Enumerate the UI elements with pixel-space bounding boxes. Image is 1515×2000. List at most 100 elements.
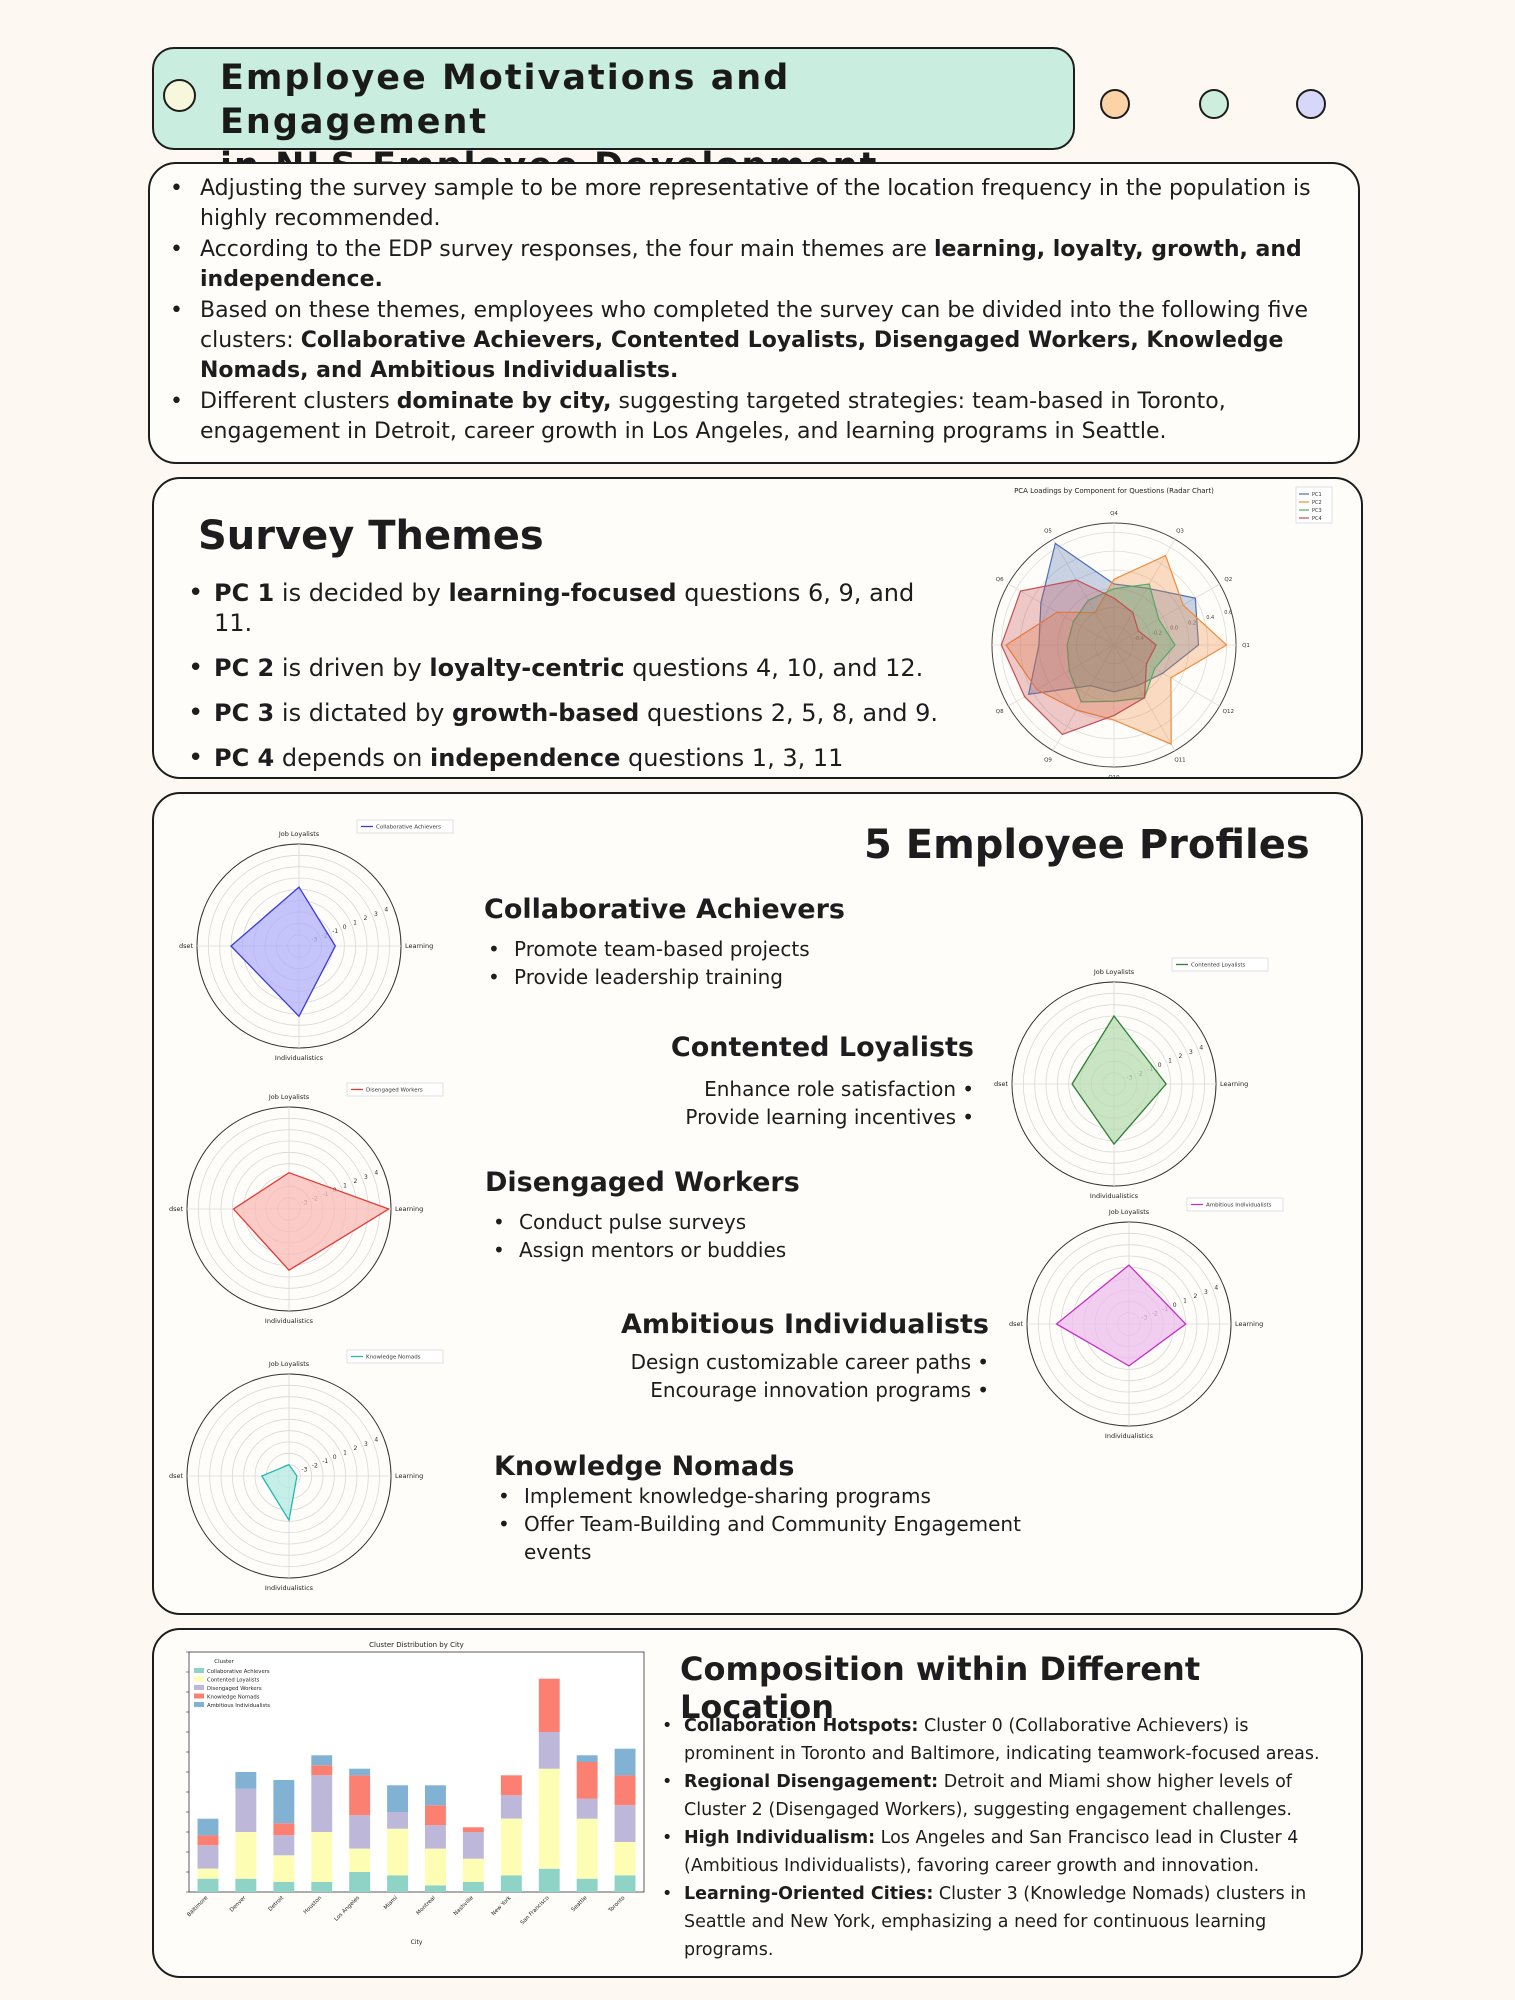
profile-bullet: Conduct pulse surveys xyxy=(489,1208,905,1236)
axis-label-right: Learning xyxy=(1220,1080,1248,1088)
bar-segment xyxy=(311,1775,333,1832)
legend-swatch xyxy=(194,1693,204,1699)
radar-tick-label: -3 xyxy=(301,1467,307,1474)
bar-segment xyxy=(576,1878,598,1892)
bar-segment xyxy=(197,1818,219,1836)
legend-box xyxy=(346,1349,444,1364)
axis-label-top: Job Loyalists xyxy=(1108,1208,1150,1216)
profile-bullets: Design customizable career paths Encoura… xyxy=(534,1348,989,1404)
profile-name: Disengaged Workers xyxy=(485,1167,800,1198)
chart-legend: Cluster Collaborative Achievers Contented … xyxy=(194,1659,270,1709)
bar-segment xyxy=(349,1815,371,1849)
text-run: questions 1, 3, 11 xyxy=(620,744,844,772)
profiles-title: 5 Employee Profiles xyxy=(864,822,1310,868)
bar-segment xyxy=(500,1775,522,1796)
legend-box xyxy=(1171,957,1269,972)
radar-tick-label: 4 xyxy=(384,907,388,914)
radar-tick-label: 2 xyxy=(354,1178,358,1185)
radar-tick-label: 4 xyxy=(1214,1285,1218,1292)
chart-legend: Disengaged Workers xyxy=(346,1082,444,1097)
radar-axis-label: Q1 xyxy=(1242,643,1250,649)
legend-label: Ambitious Individualists xyxy=(207,1703,270,1709)
bar-segment xyxy=(235,1832,257,1879)
profile-bullet: Offer Team-Building and Community Engage… xyxy=(494,1510,1084,1566)
profile-bullet: Provide learning incentives xyxy=(534,1103,974,1131)
intro-card: Adjusting the survey sample to be more r… xyxy=(148,162,1360,464)
radar-axis-label: Q9 xyxy=(1044,757,1052,763)
x-tick-label: San Francisco xyxy=(520,1895,551,1926)
intro-bullet: Different clusters dominate by city, sug… xyxy=(160,387,1350,447)
bar-segment xyxy=(197,1845,219,1869)
radar-tick-label: 1 xyxy=(353,919,357,926)
bold-text: PC 2 xyxy=(214,654,275,682)
title-banner xyxy=(152,47,1075,150)
legend-label: PC3 xyxy=(1312,508,1322,514)
x-tick-label: New York xyxy=(491,1895,514,1918)
theme-bullet: PC 4 depends on independence questions 1… xyxy=(180,743,940,773)
legend-swatch xyxy=(194,1685,204,1690)
series-area-pc3 xyxy=(1066,583,1176,703)
text-run: Detroit and Miami show higher levels of … xyxy=(684,1772,1292,1820)
x-tick-label: Seattle xyxy=(571,1895,589,1913)
profile-bullet: Implement knowledge-sharing programs xyxy=(494,1482,1084,1510)
themes-list: PC 1 is decided by learning-focused ques… xyxy=(180,578,940,788)
radar-tick-label: -0.4 xyxy=(1134,636,1144,642)
legend-label: PC4 xyxy=(1312,516,1322,522)
bar-segment xyxy=(614,1748,636,1776)
bar-segment xyxy=(311,1832,333,1882)
bar-segment xyxy=(462,1882,484,1892)
plot-area xyxy=(188,1651,645,1893)
axis-label-right: Learning xyxy=(405,942,433,950)
text-run: Los Angeles and San Francisco lead in Cl… xyxy=(684,1828,1299,1876)
series-area-pc4 xyxy=(1000,579,1157,736)
bar-segment xyxy=(197,1868,219,1879)
x-tick-label: Los Angeles xyxy=(334,1895,362,1923)
radar-tick-label: 3 xyxy=(1189,1049,1193,1056)
profile-bullet: Design customizable career paths xyxy=(534,1348,989,1376)
profile-contented-loyalists: Contented Loyalists Enhance role satisfa… xyxy=(534,1032,974,1131)
profile-bullets: Enhance role satisfaction Provide learni… xyxy=(534,1075,974,1131)
legend-label: Disengaged Workers xyxy=(366,1088,423,1094)
radar-spoke xyxy=(1113,583,1220,646)
profile-knowledge-nomads: Knowledge Nomads Implement knowledge-sha… xyxy=(494,1451,1094,1566)
x-tick-label: Detroit xyxy=(268,1895,286,1913)
text-run: Adjusting the survey sample to be more r… xyxy=(200,176,1311,231)
text-run: questions 6, 9, and 11. xyxy=(214,579,915,637)
radar-spoke xyxy=(1052,539,1115,646)
radar-axis-label: Q2 xyxy=(1224,577,1232,583)
profile-area xyxy=(1055,1264,1187,1367)
axis-label-top: Job Loyalists xyxy=(1093,968,1135,976)
profile-bullets: Implement knowledge-sharing programs Off… xyxy=(494,1482,1084,1566)
profile-ambitious-individualists: Ambitious Individualists Design customiz… xyxy=(534,1309,989,1404)
axis-label-bottom: Individualistics xyxy=(275,1054,324,1061)
composition-bullet: High Individualism: Los Angeles and San … xyxy=(662,1824,1340,1880)
bold-text: PC 4 xyxy=(214,744,275,772)
radar-axis-label: Q8 xyxy=(996,709,1004,715)
decor-dot-orange xyxy=(1100,89,1130,119)
radar-tick-label: 1 xyxy=(343,1182,347,1189)
bar-segment xyxy=(235,1878,257,1892)
composition-bullet: Regional Disengagement: Detroit and Miam… xyxy=(662,1768,1340,1824)
profile-area xyxy=(230,886,337,1018)
text-run: suggesting targeted strategies: team-bas… xyxy=(200,389,1226,444)
profile-name: Collaborative Achievers xyxy=(484,894,845,925)
legend-swatch xyxy=(194,1676,204,1682)
legend-box xyxy=(1186,1197,1284,1212)
radar-axis-label: Q11 xyxy=(1174,757,1185,763)
text-run: depends on xyxy=(274,744,430,772)
profile-name: Knowledge Nomads xyxy=(494,1451,795,1482)
text-run: is driven by xyxy=(274,654,430,682)
bold-text: loyalty-centric xyxy=(429,654,625,682)
radar-spoke xyxy=(1113,644,1220,707)
x-axis-label: City xyxy=(411,1939,423,1946)
legend-label: Disengaged Workers xyxy=(207,1686,262,1692)
chart-legend: Ambitious Individualists xyxy=(1186,1197,1284,1212)
radar-tick-label: 0 xyxy=(1158,1062,1162,1069)
axis-label-bottom: Individualistics xyxy=(1105,1432,1154,1439)
composition-bullet: Collaboration Hotspots: Cluster 0 (Colla… xyxy=(662,1712,1340,1768)
bar-segment xyxy=(349,1872,371,1892)
bar-segment xyxy=(425,1885,446,1892)
bar-segment xyxy=(197,1835,219,1846)
